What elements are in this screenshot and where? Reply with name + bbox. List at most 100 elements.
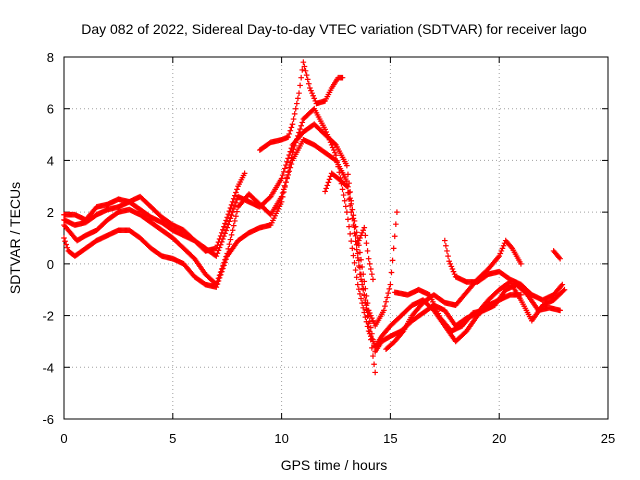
data-point xyxy=(358,295,364,302)
series-track-7 xyxy=(383,237,524,352)
data-point xyxy=(336,169,343,176)
data-point xyxy=(223,217,229,224)
data-point xyxy=(221,233,227,239)
data-point xyxy=(284,174,290,181)
data-point xyxy=(234,186,240,193)
series-track-5 xyxy=(257,59,346,153)
data-point xyxy=(344,183,350,190)
y-tick-label: -2 xyxy=(42,309,54,324)
data-point xyxy=(214,250,221,257)
y-tick-label: -4 xyxy=(42,360,54,375)
data-point xyxy=(369,271,375,277)
data-point xyxy=(228,202,235,208)
x-tick-label: 15 xyxy=(383,431,397,446)
data-point xyxy=(340,192,347,198)
data-point xyxy=(370,336,376,343)
data-point xyxy=(368,324,374,331)
x-tick-label: 25 xyxy=(601,431,615,446)
data-point xyxy=(301,63,308,70)
data-point xyxy=(386,286,393,292)
data-point xyxy=(362,297,369,303)
data-point xyxy=(368,266,374,272)
data-point xyxy=(226,241,233,248)
data-point xyxy=(500,242,507,249)
data-point xyxy=(279,172,286,178)
data-point xyxy=(222,230,228,237)
data-point xyxy=(298,74,304,81)
data-point xyxy=(382,303,388,309)
series-track-9 xyxy=(442,237,566,303)
data-point xyxy=(220,226,226,233)
data-point xyxy=(228,212,235,219)
data-point xyxy=(518,261,524,267)
data-point xyxy=(348,209,355,215)
data-point xyxy=(362,232,369,239)
data-point xyxy=(217,241,224,248)
data-point xyxy=(216,244,223,251)
data-point xyxy=(287,159,294,166)
data-point xyxy=(358,276,364,283)
data-point xyxy=(364,313,371,320)
data-point xyxy=(322,126,328,133)
data-point xyxy=(292,105,299,112)
data-point xyxy=(62,238,68,245)
data-point xyxy=(223,227,229,234)
data-point xyxy=(229,209,236,215)
data-point xyxy=(232,203,238,209)
data-point xyxy=(369,336,375,342)
data-point xyxy=(363,240,370,246)
data-point xyxy=(349,215,356,222)
data-point xyxy=(306,80,312,87)
data-point xyxy=(282,184,288,190)
data-point xyxy=(227,236,234,243)
data-point xyxy=(285,155,291,162)
data-point xyxy=(360,286,366,293)
data-point xyxy=(229,227,236,234)
data-point xyxy=(357,235,363,241)
data-point xyxy=(370,276,376,283)
x-tick-label: 5 xyxy=(169,431,176,446)
data-point xyxy=(214,281,221,287)
data-point xyxy=(215,278,222,284)
data-point xyxy=(347,231,353,237)
data-point xyxy=(289,121,296,128)
data-point xyxy=(310,92,316,99)
data-point xyxy=(383,298,389,305)
data-point xyxy=(342,203,349,210)
data-point xyxy=(224,224,230,231)
data-point xyxy=(364,248,371,254)
data-point xyxy=(326,176,333,183)
data-point xyxy=(230,195,237,202)
data-point xyxy=(442,237,448,244)
data-point xyxy=(346,223,352,230)
data-point xyxy=(227,205,234,211)
data-point xyxy=(345,189,351,196)
data-point xyxy=(391,233,398,240)
data-point xyxy=(311,95,318,102)
data-point xyxy=(350,222,357,228)
series-track-8 xyxy=(391,281,563,334)
series-track-2 xyxy=(61,136,400,329)
data-point xyxy=(499,245,506,252)
data-point xyxy=(226,218,233,225)
data-point xyxy=(347,195,353,201)
data-point xyxy=(335,163,341,170)
data-point xyxy=(232,218,238,224)
data-point xyxy=(218,268,225,275)
data-point xyxy=(349,245,356,252)
data-point xyxy=(360,227,366,234)
data-point xyxy=(451,271,458,277)
data-point xyxy=(291,111,298,117)
data-point xyxy=(325,179,332,186)
data-point xyxy=(296,90,302,96)
data-point xyxy=(366,261,373,267)
data-point xyxy=(361,224,368,231)
data-point xyxy=(353,274,360,281)
data-point xyxy=(447,261,454,267)
data-point xyxy=(266,194,273,201)
data-point xyxy=(557,307,563,314)
data-point xyxy=(285,134,291,140)
data-point xyxy=(298,122,304,129)
y-tick-label: 2 xyxy=(47,205,54,220)
data-point xyxy=(225,211,232,218)
